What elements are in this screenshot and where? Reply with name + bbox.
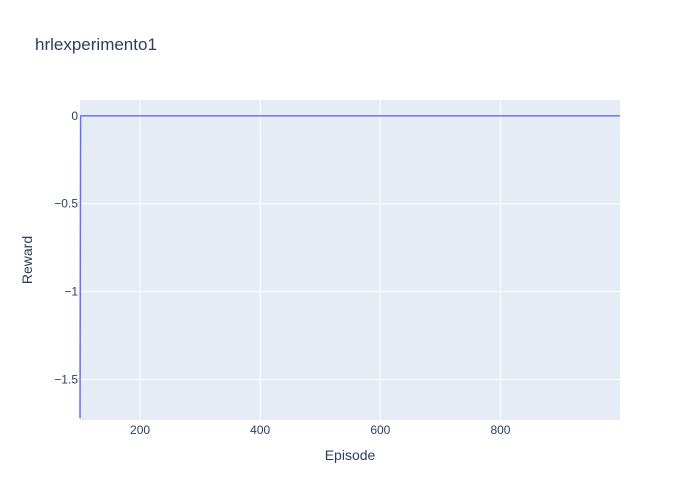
x-tick-label: 800 <box>490 423 510 437</box>
x-tick-label: 200 <box>130 423 150 437</box>
series-layer <box>79 115 620 419</box>
y-tick-labels: 0 −0.5 −1 −1.5 <box>54 109 78 387</box>
plot-area <box>80 100 620 420</box>
x-tick-labels: 200 400 600 800 <box>130 423 511 437</box>
chart-title: hrlexperimento1 <box>35 35 157 54</box>
y-tick-label: −1.5 <box>54 373 78 387</box>
y-axis-title: Reward <box>19 236 35 284</box>
x-tick-label: 400 <box>250 423 270 437</box>
y-tick-label: 0 <box>71 109 78 123</box>
x-tick-label: 600 <box>370 423 390 437</box>
x-gridlines <box>139 100 501 420</box>
y-tick-label: −0.5 <box>54 197 78 211</box>
series-line-0 <box>79 115 620 419</box>
y-tick-label: −1 <box>64 285 78 299</box>
x-axis-title: Episode <box>325 447 376 463</box>
